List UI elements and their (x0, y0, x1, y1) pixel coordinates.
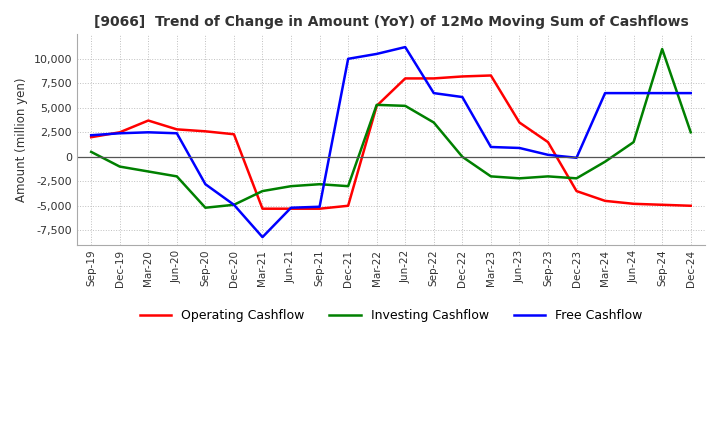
Investing Cashflow (115, 164, 124, 169)
Investing Cashflow (173, 174, 181, 179)
Operating Cashflow (144, 118, 153, 123)
Free Cashflow (515, 145, 523, 150)
Free Cashflow (401, 44, 410, 50)
Investing Cashflow (258, 188, 267, 194)
Free Cashflow (315, 204, 324, 209)
Operating Cashflow (629, 201, 638, 206)
Free Cashflow (144, 130, 153, 135)
Investing Cashflow (515, 176, 523, 181)
Operating Cashflow (87, 135, 96, 140)
Line: Operating Cashflow: Operating Cashflow (91, 76, 690, 209)
Investing Cashflow (658, 46, 667, 51)
Investing Cashflow (344, 183, 353, 189)
Free Cashflow (600, 91, 609, 96)
Investing Cashflow (401, 103, 410, 109)
Free Cashflow (87, 132, 96, 138)
Investing Cashflow (629, 139, 638, 145)
Free Cashflow (686, 91, 695, 96)
Investing Cashflow (230, 202, 238, 207)
Title: [9066]  Trend of Change in Amount (YoY) of 12Mo Moving Sum of Cashflows: [9066] Trend of Change in Amount (YoY) o… (94, 15, 688, 29)
Investing Cashflow (144, 169, 153, 174)
Operating Cashflow (572, 188, 581, 194)
Operating Cashflow (658, 202, 667, 207)
Free Cashflow (458, 95, 467, 100)
Operating Cashflow (230, 132, 238, 137)
Operating Cashflow (686, 203, 695, 209)
Free Cashflow (230, 202, 238, 207)
Operating Cashflow (401, 76, 410, 81)
Free Cashflow (658, 91, 667, 96)
Free Cashflow (572, 155, 581, 161)
Investing Cashflow (87, 149, 96, 154)
Operating Cashflow (115, 130, 124, 135)
Investing Cashflow (544, 174, 552, 179)
Free Cashflow (429, 91, 438, 96)
Operating Cashflow (173, 127, 181, 132)
Free Cashflow (287, 205, 295, 210)
Operating Cashflow (201, 128, 210, 134)
Free Cashflow (201, 182, 210, 187)
Investing Cashflow (572, 176, 581, 181)
Investing Cashflow (458, 154, 467, 159)
Operating Cashflow (258, 206, 267, 211)
Investing Cashflow (487, 174, 495, 179)
Operating Cashflow (458, 74, 467, 79)
Operating Cashflow (372, 103, 381, 109)
Free Cashflow (372, 51, 381, 57)
Operating Cashflow (344, 203, 353, 209)
Free Cashflow (629, 91, 638, 96)
Free Cashflow (487, 144, 495, 150)
Operating Cashflow (315, 206, 324, 211)
Line: Free Cashflow: Free Cashflow (91, 47, 690, 237)
Operating Cashflow (544, 139, 552, 145)
Free Cashflow (115, 131, 124, 136)
Free Cashflow (173, 131, 181, 136)
Operating Cashflow (515, 120, 523, 125)
Investing Cashflow (429, 120, 438, 125)
Investing Cashflow (600, 159, 609, 164)
Investing Cashflow (315, 182, 324, 187)
Operating Cashflow (429, 76, 438, 81)
Investing Cashflow (287, 183, 295, 189)
Legend: Operating Cashflow, Investing Cashflow, Free Cashflow: Operating Cashflow, Investing Cashflow, … (135, 304, 647, 327)
Line: Investing Cashflow: Investing Cashflow (91, 49, 690, 208)
Investing Cashflow (201, 205, 210, 210)
Operating Cashflow (487, 73, 495, 78)
Free Cashflow (544, 152, 552, 158)
Free Cashflow (344, 56, 353, 62)
Investing Cashflow (686, 130, 695, 135)
Investing Cashflow (372, 102, 381, 107)
Operating Cashflow (600, 198, 609, 204)
Operating Cashflow (287, 206, 295, 211)
Y-axis label: Amount (million yen): Amount (million yen) (15, 77, 28, 202)
Free Cashflow (258, 235, 267, 240)
